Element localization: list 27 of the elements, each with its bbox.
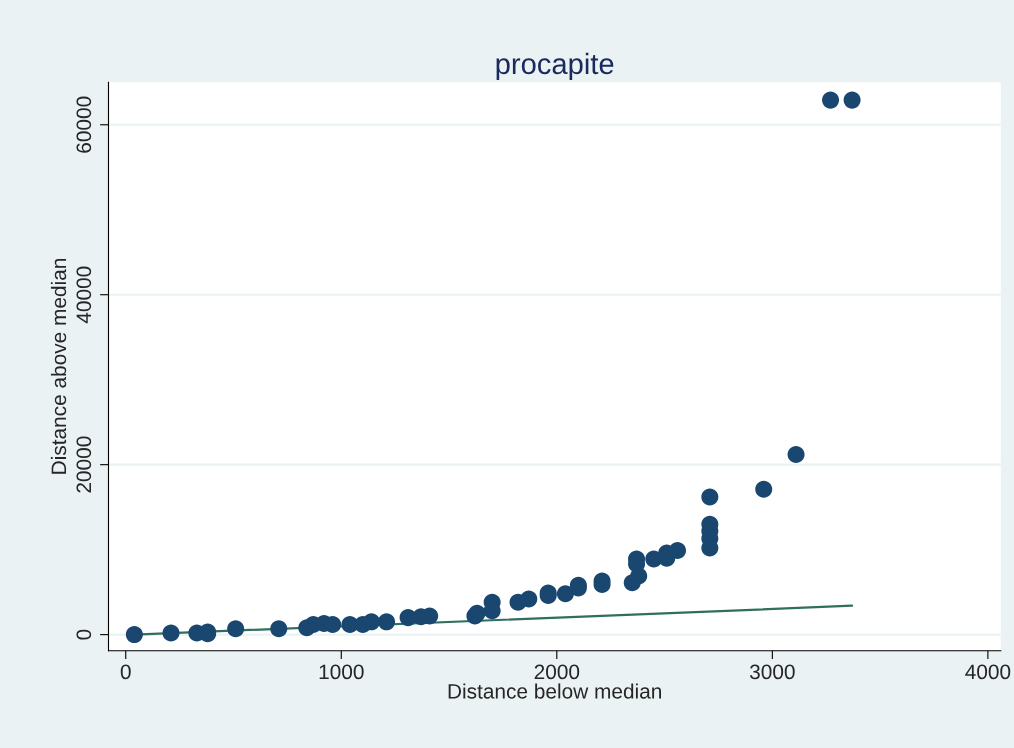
x-tick-label: 4000 xyxy=(965,664,1011,680)
point xyxy=(630,567,648,585)
x-tick-label: 1000 xyxy=(319,664,364,680)
point xyxy=(520,590,538,608)
point xyxy=(162,624,180,642)
point xyxy=(125,626,143,644)
point xyxy=(227,620,245,638)
y-tick-label: 0 xyxy=(76,629,92,640)
x-tick-label: 0 xyxy=(120,664,131,680)
point xyxy=(270,620,288,638)
point xyxy=(362,613,380,631)
chart-title: procapite xyxy=(496,52,614,80)
x-tick-label: 2000 xyxy=(534,664,580,680)
point xyxy=(378,613,396,631)
point xyxy=(755,480,773,498)
point xyxy=(669,541,687,559)
point xyxy=(787,445,805,463)
x-axis-title: Distance below median xyxy=(448,683,662,699)
y-tick-label: 40000 xyxy=(76,266,92,324)
x-tick-label: 3000 xyxy=(749,664,795,680)
y-tick-label: 60000 xyxy=(76,96,92,153)
y-axis-title: Distance above median xyxy=(50,259,67,474)
point xyxy=(843,91,861,109)
point xyxy=(701,488,719,506)
y-tick-label: 20000 xyxy=(76,436,92,493)
point xyxy=(556,585,574,603)
point xyxy=(822,91,840,109)
